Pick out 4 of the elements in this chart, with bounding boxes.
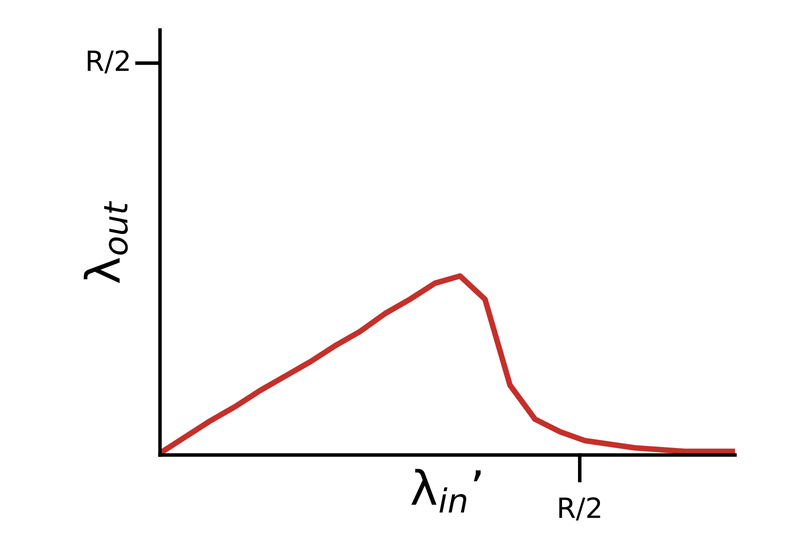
text: R/2 bbox=[88, 50, 129, 74]
text: R/2 bbox=[559, 497, 600, 520]
x-axis-title: λ$_{in}$’ bbox=[411, 468, 481, 513]
y-axis-title: λ$_{out}$ bbox=[84, 200, 128, 284]
